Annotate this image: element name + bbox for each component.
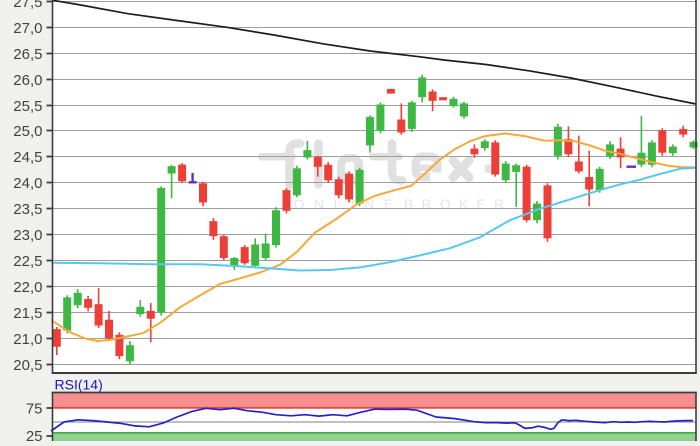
svg-text:26,5: 26,5 xyxy=(13,46,42,63)
svg-text:BROKER: BROKER xyxy=(404,196,512,212)
svg-text:23,0: 23,0 xyxy=(13,227,42,244)
svg-text:RSI(14): RSI(14) xyxy=(55,377,103,393)
svg-text:75: 75 xyxy=(26,400,43,417)
svg-text:21,5: 21,5 xyxy=(13,305,42,322)
svg-text:20,5: 20,5 xyxy=(13,357,42,374)
svg-text:24,0: 24,0 xyxy=(13,175,42,192)
svg-text:26,0: 26,0 xyxy=(13,72,42,89)
svg-text:24,5: 24,5 xyxy=(13,149,42,166)
svg-text:25,0: 25,0 xyxy=(13,123,42,140)
svg-text:22,5: 22,5 xyxy=(13,253,42,270)
svg-text:21,0: 21,0 xyxy=(13,331,42,348)
svg-text:25: 25 xyxy=(26,428,43,441)
svg-text:23,5: 23,5 xyxy=(13,201,42,218)
svg-text:27,0: 27,0 xyxy=(13,20,42,37)
svg-text:27,5: 27,5 xyxy=(13,0,42,11)
svg-text:22,0: 22,0 xyxy=(13,279,42,296)
svg-text:25,5: 25,5 xyxy=(13,98,42,115)
